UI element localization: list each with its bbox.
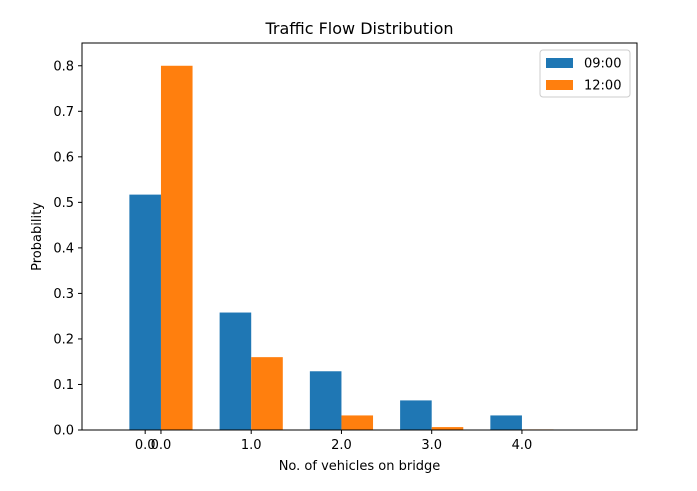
x-axis-label: No. of vehicles on bridge (279, 459, 441, 474)
bar-1200-3 (431, 427, 464, 430)
x-tick-label: 0.0 (151, 438, 172, 453)
y-tick-label: 0.1 (53, 378, 74, 393)
legend-swatch (546, 80, 573, 90)
ticks-group: 0.00.10.20.30.40.50.60.70.80.00.0 1.0 2.0 3… (53, 59, 532, 453)
y-tick-label: 0.5 (53, 196, 74, 211)
bar-0900-4 (490, 415, 522, 430)
x-tick-label: 1.0 (241, 438, 262, 453)
y-tick-label: 0.2 (53, 332, 74, 347)
bar-0900-3 (400, 400, 432, 430)
legend-label: 09:00 (584, 57, 621, 72)
axes-group (81, 42, 638, 431)
bar-0900-0 (129, 194, 161, 430)
bars-group (129, 65, 554, 430)
x-tick-label: 2.0 (331, 438, 352, 453)
legend-swatch (546, 58, 573, 68)
bar-1200-1 (251, 357, 283, 430)
y-tick-label: 0.6 (53, 150, 74, 165)
bar-1200-0 (160, 65, 193, 430)
chart-title: Traffic Flow Distribution (264, 19, 453, 38)
y-tick-label: 0.0 (53, 424, 74, 439)
x-tick-label: 0.0 (135, 438, 156, 453)
y-axis-label: Probability (30, 202, 45, 271)
y-tick-label: 0.3 (53, 287, 74, 302)
legend-label: 12:00 (584, 79, 621, 94)
bar-0900-2 (309, 371, 342, 430)
bar-1200-2 (341, 415, 374, 430)
legend: 09:00 12:00 (539, 49, 631, 98)
axes-frame (81, 42, 638, 431)
y-tick-label: 0.7 (53, 105, 74, 120)
y-tick-label: 0.4 (53, 241, 74, 256)
bar-0900-1 (219, 312, 252, 430)
x-tick-label: 3.0 (421, 438, 442, 453)
x-tick-label: 4.0 (512, 438, 533, 453)
y-tick-label: 0.8 (53, 59, 74, 74)
